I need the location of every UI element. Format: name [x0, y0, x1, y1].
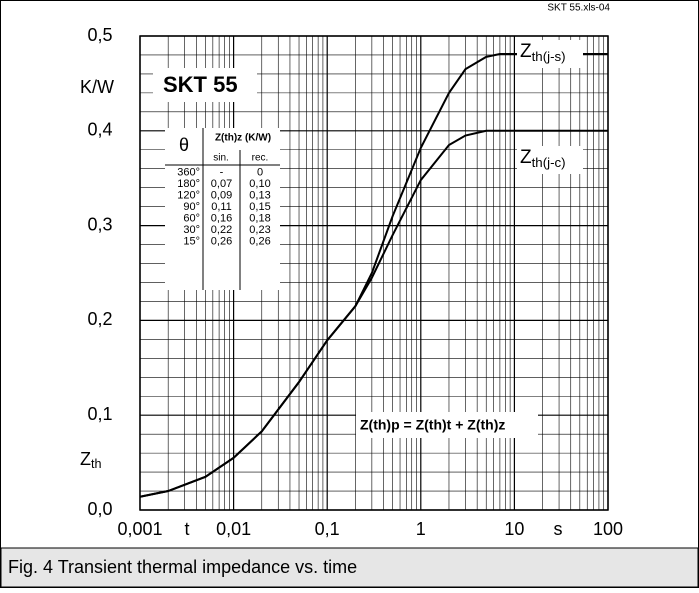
table-cell: 0,10 — [249, 178, 270, 190]
source: SKT 55.xls-04 — [547, 3, 610, 14]
table-cell: 0,09 — [211, 190, 232, 202]
x-unit: s — [554, 519, 563, 539]
inset-table: θ Z(th)z (K/W) sin. rec. 360° - 0 180° 0,07 0,10 1… — [165, 128, 280, 290]
table-head: Z(th)z (K/W) — [215, 133, 271, 144]
y-label: Zth — [80, 449, 102, 472]
table-cell: 0,18 — [249, 213, 270, 225]
caption-bar — [0, 547, 699, 588]
x-tick-label: 0,001 — [117, 519, 162, 539]
x-tick-label: 0,01 — [216, 519, 251, 539]
table-cell: 360° — [177, 167, 200, 179]
chart-title: SKT 55 — [163, 72, 238, 97]
y-tick-label: 0,0 — [87, 499, 112, 519]
y-tick-label: 0,1 — [87, 404, 112, 424]
series-label: Zth(j-c) — [520, 147, 566, 170]
table-cell: 0,15 — [249, 201, 270, 213]
table-cell: 15° — [183, 236, 200, 248]
x-label: t — [184, 519, 189, 539]
y-tick-label: 0,3 — [87, 214, 112, 234]
table-subhead: rec. — [252, 153, 269, 164]
table-cell: 180° — [177, 178, 200, 190]
title-box — [153, 68, 257, 102]
annotation-box — [356, 412, 538, 438]
plot-border — [139, 35, 609, 511]
x-tick-label: 0,1 — [315, 519, 340, 539]
y-tick-label: 0,5 — [87, 25, 112, 45]
curves: Zth(j-s) Zth(j-c) — [139, 40, 608, 498]
legend-box — [517, 40, 583, 68]
table-cell: 30° — [183, 224, 200, 236]
table-cell: 0,26 — [211, 236, 232, 248]
table-cell: 0,26 — [249, 236, 270, 248]
series-label: Zth(j-s) — [520, 41, 566, 64]
table-cell: 90° — [183, 201, 200, 213]
table-cell: 0,13 — [249, 190, 270, 202]
table-cell: 0,07 — [211, 178, 232, 190]
table-cell: 0 — [257, 167, 263, 179]
series-line — [139, 129, 608, 498]
table-subhead: sin. — [213, 153, 229, 164]
table-cell: 0,23 — [249, 224, 270, 236]
table-head: θ — [179, 135, 189, 155]
table-cell: 60° — [183, 213, 200, 225]
table-cell: 0,22 — [211, 224, 232, 236]
table-bg — [165, 128, 280, 290]
formula: Z(th)p = Z(th)t + Z(th)z — [360, 417, 505, 433]
y-tick-label: 0,2 — [87, 309, 112, 329]
table-cell: 120° — [177, 190, 200, 202]
table-cell: 0,16 — [211, 213, 232, 225]
x-tick-label: 10 — [504, 519, 524, 539]
x-tick-label: 1 — [416, 519, 426, 539]
caption: Fig. 4 Transient thermal impedance vs. t… — [8, 557, 357, 577]
x-tick-label: 100 — [593, 519, 623, 539]
y-unit: K/W — [80, 77, 114, 97]
table-cell: 0,11 — [211, 201, 232, 213]
y-tick-label: 0,4 — [87, 120, 112, 140]
legend-box — [517, 146, 583, 174]
table-cell: - — [220, 167, 224, 179]
